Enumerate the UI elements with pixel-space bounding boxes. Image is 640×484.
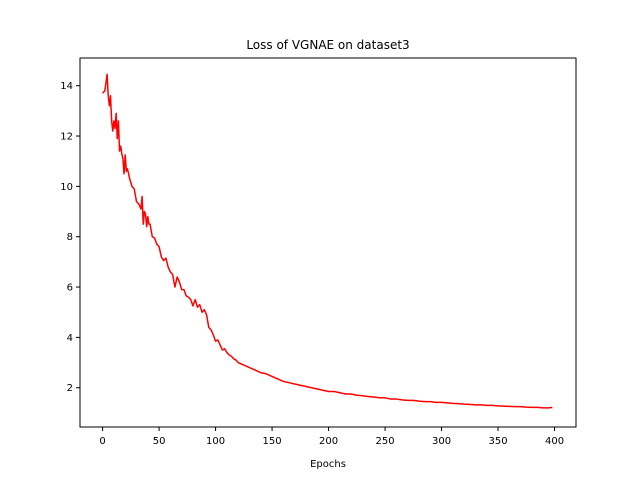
- loss-series-line: [102, 73, 553, 409]
- y-tick-label: 2: [67, 383, 73, 394]
- y-tick-label: 14: [60, 81, 73, 92]
- axes-frame: [79, 57, 577, 428]
- x-axis-label: Epochs: [310, 459, 346, 470]
- axis-ticks: 0 50 100 150 200 250 300 350 400 2 4 6 8 10 12 14: [60, 81, 564, 447]
- x-tick-label: 250: [376, 436, 395, 447]
- y-tick-label: 12: [60, 132, 73, 143]
- x-tick-label: 200: [319, 436, 338, 447]
- y-tick-label: 8: [67, 232, 73, 243]
- x-tick-label: 100: [206, 436, 225, 447]
- plot-area: [102, 73, 553, 409]
- x-tick-label: 300: [432, 436, 451, 447]
- x-tick-label: 150: [263, 436, 282, 447]
- x-tick-label: 400: [545, 436, 564, 447]
- x-tick-label: 0: [99, 436, 105, 447]
- y-tick-label: 6: [67, 283, 73, 294]
- y-tick-label: 4: [67, 333, 73, 344]
- chart-title: Loss of VGNAE on dataset3: [246, 38, 409, 52]
- x-tick-label: 350: [488, 436, 507, 447]
- x-tick-label: 50: [153, 436, 166, 447]
- y-tick-label: 10: [60, 182, 73, 193]
